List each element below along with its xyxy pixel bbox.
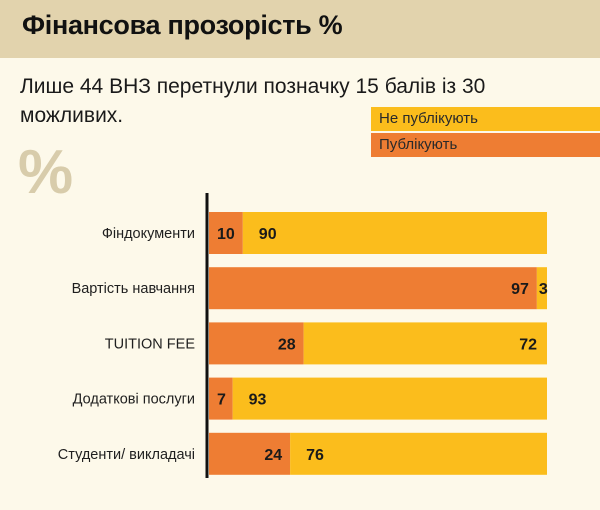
bar-segment-not-publish xyxy=(290,432,547,475)
legend-item-publish: Публікують xyxy=(371,133,600,157)
value-label-publish: 10 xyxy=(217,226,235,243)
value-label-publish: 97 xyxy=(511,281,529,298)
header-bar: Фінансова прозорість % xyxy=(0,0,600,58)
bar-segment-not-publish xyxy=(303,322,547,365)
category-label: Додаткові послуги xyxy=(73,392,195,408)
category-label: Фіндокументи xyxy=(102,226,195,242)
bar-segment-not-publish xyxy=(242,212,548,254)
value-label-publish: 28 xyxy=(278,336,296,353)
category-label: Вартість навчання xyxy=(72,281,195,297)
page-title: Фінансова прозорість % xyxy=(22,10,343,40)
value-label-publish: 7 xyxy=(217,392,226,409)
chart-legend: Не публікують Публікують xyxy=(371,107,600,159)
value-label-not-publish: 3 xyxy=(539,281,548,298)
percent-icon: % xyxy=(18,138,74,207)
category-label: Студенти/ викладачі xyxy=(58,447,195,463)
value-label-publish: 24 xyxy=(264,447,282,464)
bar-segment-publish xyxy=(209,432,291,475)
value-label-not-publish: 93 xyxy=(249,392,267,409)
category-label: TUITION FEE xyxy=(105,336,196,352)
value-label-not-publish: 90 xyxy=(259,226,277,243)
bar-segment-publish xyxy=(209,322,304,365)
bar-segment-publish xyxy=(209,212,243,254)
legend-item-not-publish: Не публікують xyxy=(371,107,600,131)
chart-subtitle: Лише 44 ВНЗ перетнули позначку 15 балів … xyxy=(20,75,486,127)
bar-segment-not-publish xyxy=(232,377,547,420)
value-label-not-publish: 76 xyxy=(306,447,324,464)
bar-segment-publish xyxy=(209,267,537,310)
bar-segment-not-publish xyxy=(536,267,547,310)
value-label-not-publish: 72 xyxy=(519,336,537,353)
bar-segment-publish xyxy=(209,377,233,420)
